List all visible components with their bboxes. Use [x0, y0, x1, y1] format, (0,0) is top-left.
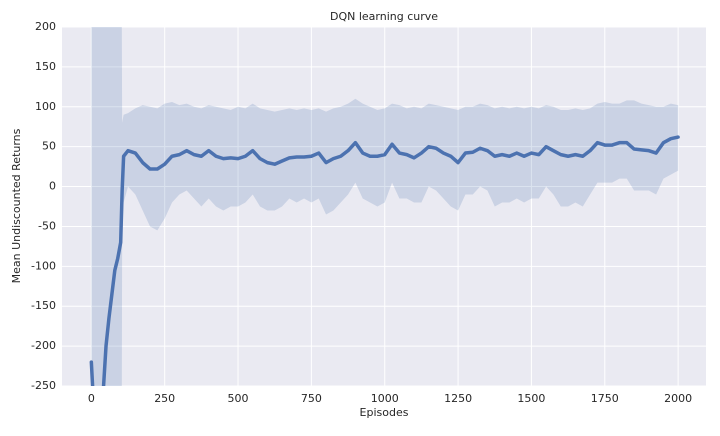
- y-tick-label: -150: [31, 299, 56, 312]
- x-tick-label: 2000: [664, 392, 692, 405]
- y-tick-label: -50: [38, 219, 56, 232]
- y-tick-label: -100: [31, 259, 56, 272]
- y-tick-label: 0: [49, 180, 56, 193]
- x-tick-label: 1250: [444, 392, 472, 405]
- x-tick-label: 1000: [371, 392, 399, 405]
- y-tick-label: -250: [31, 379, 56, 392]
- y-tick-label: -200: [31, 339, 56, 352]
- x-tick-label: 1750: [591, 392, 619, 405]
- confidence-band: [91, 27, 679, 386]
- x-axis-label: Episodes: [360, 406, 409, 419]
- x-tick-label: 0: [88, 392, 95, 405]
- chart-title: DQN learning curve: [330, 10, 438, 23]
- line-series: [89, 135, 680, 386]
- plot-background: [62, 27, 706, 386]
- y-tick-label: 200: [35, 20, 56, 33]
- y-tick-label: 100: [35, 100, 56, 113]
- y-axis-label: Mean Undiscounted Returns: [10, 128, 23, 283]
- x-tick-label: 750: [301, 392, 322, 405]
- x-tick-label: 1500: [517, 392, 545, 405]
- x-tick-label: 250: [154, 392, 175, 405]
- y-tick-label: 150: [35, 60, 56, 73]
- y-tick-label: 50: [42, 140, 56, 153]
- x-tick-label: 500: [228, 392, 249, 405]
